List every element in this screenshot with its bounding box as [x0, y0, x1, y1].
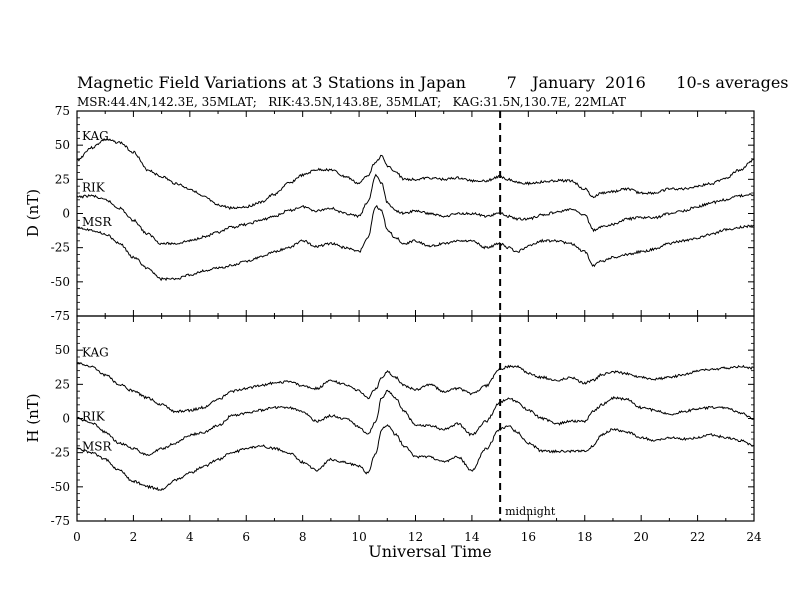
y-tick-label: 0 — [62, 207, 70, 221]
panel-h-frame — [76, 315, 755, 522]
x-tick-label: 24 — [746, 530, 762, 544]
panel-h-x-ticks — [76, 316, 755, 521]
y-tick-label: -25 — [51, 241, 70, 255]
series-line-msr — [76, 204, 755, 282]
series-label-rik: RIK — [82, 181, 106, 195]
x-tick-label: 8 — [299, 530, 307, 544]
x-tick-label: 4 — [186, 530, 194, 544]
series-label-rik: RIK — [82, 410, 106, 424]
x-tick-label: 14 — [464, 530, 480, 544]
panel-d-ylabel: D (nT) — [24, 189, 42, 237]
series-line-kag — [76, 137, 755, 211]
x-tick-label: 10 — [351, 530, 366, 544]
panel-h-ylabel: H (nT) — [24, 393, 42, 442]
panel-h-y-ticks: 50 25 0 -25 -50 -75 — [51, 315, 754, 528]
x-tick-label: 22 — [690, 530, 705, 544]
panel-d: D (nT) 75 50 25 0 -25 -50 -75 KAG RIK MSR — [24, 104, 755, 323]
y-tick-label: 25 — [55, 377, 70, 391]
series-label-msr: MSR — [82, 215, 113, 229]
panel-d-x-ticks — [76, 111, 755, 316]
panel-h-series: KAG RIK MSR — [76, 346, 755, 491]
y-tick-label: -75 — [51, 309, 70, 323]
x-tick-labels: 0 2 4 6 8 10 12 14 16 18 20 22 24 — [73, 530, 762, 544]
series-label-kag: KAG — [82, 129, 109, 143]
panel-d-y-ticks: 75 50 25 0 -25 -50 -75 — [51, 104, 754, 323]
series-line-msr — [76, 424, 755, 491]
y-tick-label: 75 — [55, 104, 70, 118]
y-tick-label: 50 — [55, 343, 70, 357]
y-tick-label: 50 — [55, 138, 70, 152]
y-tick-label: 25 — [55, 172, 70, 186]
series-label-msr: MSR — [82, 440, 113, 454]
series-line-kag — [76, 361, 755, 414]
x-tick-label: 2 — [130, 530, 138, 544]
chart-title: Magnetic Field Variations at 3 Stations … — [77, 73, 789, 92]
panel-h: H (nT) 50 25 0 -25 -50 -75 KAG RIK MSR — [24, 315, 755, 528]
x-tick-label: 6 — [242, 530, 250, 544]
y-tick-label: -75 — [51, 514, 70, 528]
series-label-kag: KAG — [82, 346, 109, 360]
x-tick-label: 16 — [521, 530, 536, 544]
y-tick-label: -25 — [51, 446, 70, 460]
y-tick-label: -50 — [51, 480, 70, 494]
y-tick-label: 0 — [62, 412, 70, 426]
x-tick-label: 18 — [577, 530, 592, 544]
midnight-label: midnight — [505, 505, 556, 518]
x-tick-label: 12 — [408, 530, 423, 544]
x-tick-label: 0 — [73, 530, 81, 544]
x-tick-label: 20 — [634, 530, 649, 544]
y-tick-label: -50 — [51, 275, 70, 289]
x-axis-label: Universal Time — [368, 542, 491, 561]
panel-d-series: KAG RIK MSR — [76, 129, 755, 282]
chart-subtitle: MSR:44.4N,142.3E, 35MLAT; RIK:43.5N,143.… — [77, 95, 626, 109]
series-line-rik — [76, 389, 755, 456]
series-line-rik — [76, 173, 754, 246]
panel-d-frame — [76, 110, 755, 317]
